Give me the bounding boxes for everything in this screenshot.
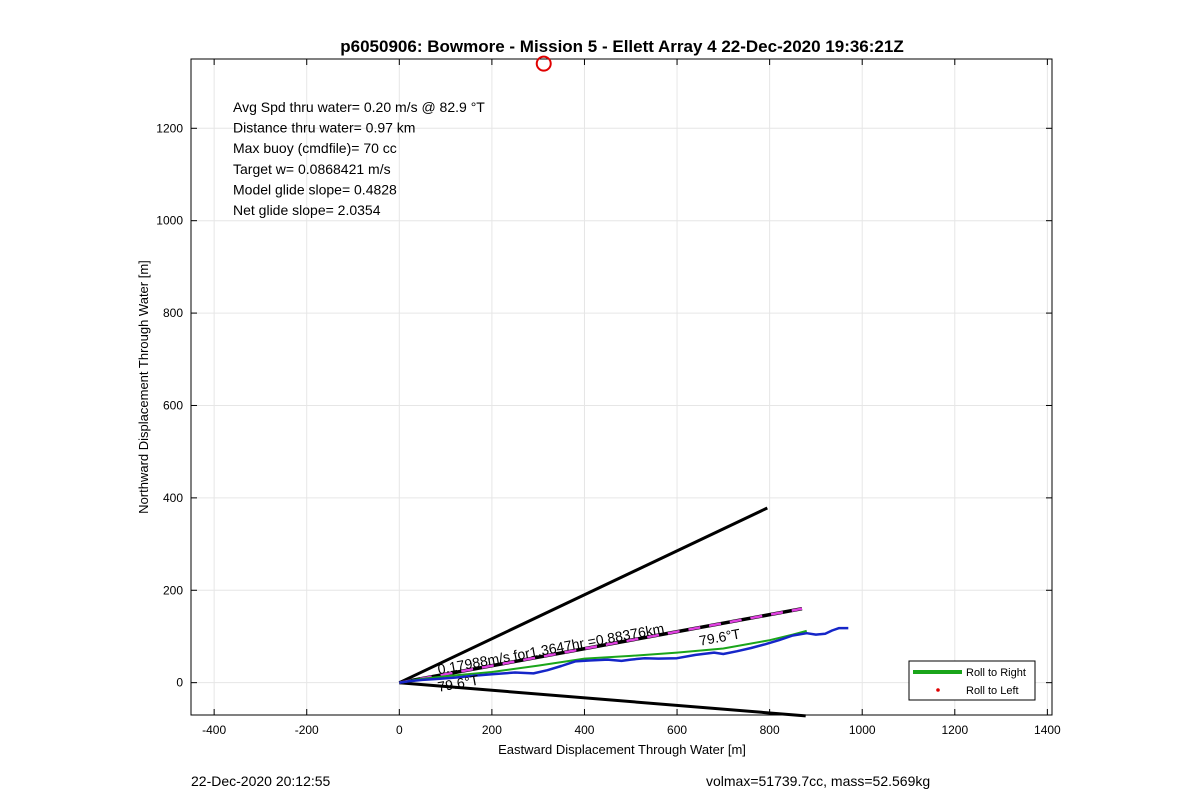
grid: [191, 59, 1052, 715]
x-tick-labels: -400 -200 0 200 400 600 800 1000 1200 1400: [202, 723, 1061, 737]
legend-box: [908, 660, 1036, 701]
plot-area: 0.17988m/s for1.3647hr =0.88376km 79.6°T7…: [398, 55, 849, 718]
x-tick-label: 200: [482, 723, 502, 737]
x-tick-label: 400: [574, 723, 594, 737]
legend-label: Roll to Left: [966, 685, 1019, 697]
x-tick-label: 800: [760, 723, 780, 737]
cone-line: [398, 506, 768, 685]
legend-label: Roll to Right: [966, 667, 1026, 679]
y-axis-label: Northward Displacement Through Water [m]: [136, 260, 151, 514]
y-tick-label: 800: [163, 306, 183, 320]
cone-line: [399, 681, 806, 718]
x-tick-label: -400: [202, 723, 226, 737]
x-tick-label: 600: [667, 723, 687, 737]
x-tick-label: 0: [396, 723, 403, 737]
stats-block: Avg Spd thru water= 0.20 m/s @ 82.9 °T Di…: [233, 99, 485, 218]
legend-swatch-roll-left: [936, 688, 940, 692]
stats-line: Max buoy (cmdfile)= 70 cc: [233, 140, 397, 156]
annotation-label: 79.6°T: [698, 625, 742, 648]
y-tick-label: 1000: [156, 214, 183, 228]
stats-line: Target w= 0.0868421 m/s: [233, 161, 391, 177]
x-tick-label: 1200: [941, 723, 968, 737]
annotation-label: 79.6°T: [436, 672, 480, 695]
stats-line: Distance thru water= 0.97 km: [233, 120, 415, 136]
axis-ticks: [191, 59, 1052, 715]
footer-volmax-mass: volmax=51739.7cc, mass=52.569kg: [706, 773, 931, 789]
legend: Roll to Right Roll to Left: [908, 660, 1036, 701]
y-tick-labels: 0 200 400 600 800 1000 1200: [156, 121, 183, 689]
axes-frame: [190, 58, 1053, 716]
series-line-0: [399, 629, 807, 684]
series-line-2: [399, 626, 849, 684]
x-axis-label: Eastward Displacement Through Water [m]: [498, 742, 746, 757]
chart-title: p6050906: Bowmore - Mission 5 - Ellett A…: [340, 37, 903, 56]
footer-timestamp: 22-Dec-2020 20:12:55: [191, 773, 331, 789]
x-tick-label: 1000: [849, 723, 876, 737]
stats-line: Net glide slope= 2.0354: [233, 202, 381, 218]
stats-line: Avg Spd thru water= 0.20 m/s @ 82.9 °T: [233, 99, 485, 115]
y-tick-label: 0: [176, 676, 183, 690]
y-tick-label: 600: [163, 398, 183, 412]
stats-line: Model glide slope= 0.4828: [233, 181, 397, 197]
y-tick-label: 200: [163, 583, 183, 597]
y-tick-label: 400: [163, 491, 183, 505]
y-tick-label: 1200: [156, 121, 183, 135]
x-tick-label: -200: [295, 723, 319, 737]
marker-circle: [535, 55, 552, 72]
heading-line-dash: [399, 607, 803, 684]
x-tick-label: 1400: [1034, 723, 1061, 737]
